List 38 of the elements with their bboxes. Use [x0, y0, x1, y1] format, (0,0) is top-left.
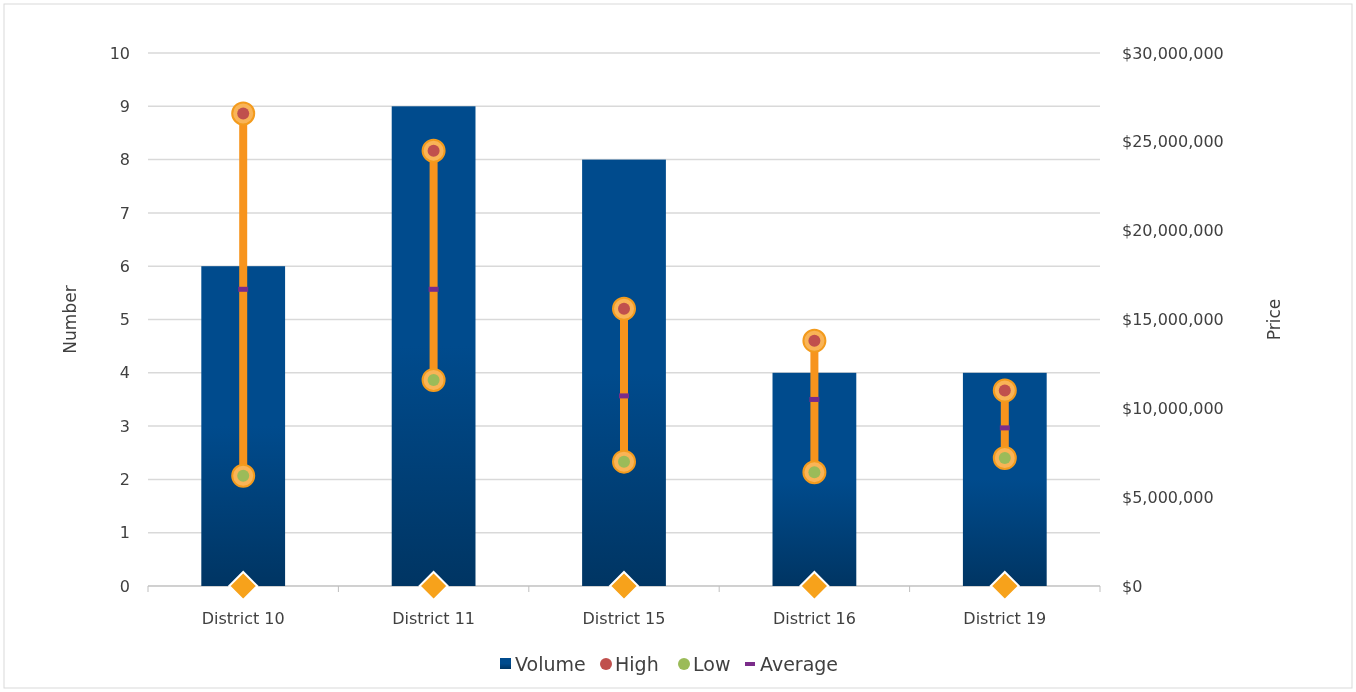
point	[228, 571, 259, 601]
legend-label: High	[615, 652, 659, 675]
legend-label: Low	[693, 652, 731, 675]
y2-axis-title: Price	[1264, 298, 1284, 341]
x-tick-label: District 15	[582, 609, 666, 628]
y-tick-label: 4	[119, 363, 130, 383]
y-tick-label: 6	[119, 256, 130, 276]
y2-tick-label: $0	[1122, 576, 1143, 596]
y-tick-label: 1	[119, 523, 130, 543]
point	[989, 571, 1020, 601]
y-tick-label: 7	[119, 203, 130, 223]
point	[799, 571, 830, 601]
y-tick-label: 0	[119, 576, 130, 596]
y-tick-label: 8	[119, 150, 130, 170]
y2-tick-label: $20,000,000	[1122, 221, 1224, 241]
y-tick-label: 3	[119, 416, 130, 436]
y-tick-label: 10	[109, 43, 130, 63]
legend-label: Average	[760, 652, 839, 675]
y2-tick-label: $10,000,000	[1122, 398, 1224, 418]
y2-tick-label: $25,000,000	[1122, 132, 1224, 152]
point	[418, 571, 449, 601]
y-tick-label: 5	[119, 310, 130, 330]
legend-label: Volume	[515, 652, 586, 675]
x-tick-label: District 16	[772, 609, 856, 628]
point	[609, 571, 639, 601]
y-tick-label: 2	[119, 470, 130, 489]
bar	[582, 159, 666, 586]
x-tick-label: District 10	[201, 609, 285, 628]
x-tick-label: District 19	[963, 609, 1047, 628]
y2-tick-label: $15,000,000	[1122, 310, 1224, 330]
bar	[391, 106, 476, 586]
y-tick-label: 9	[119, 96, 130, 116]
y-axis-title: Number	[60, 285, 80, 354]
y2-tick-label: $30,000,000	[1122, 43, 1224, 63]
y2-tick-label: $5,000,000	[1122, 487, 1214, 507]
bar	[962, 372, 1047, 586]
x-tick-label: District 11	[392, 609, 476, 628]
bar	[772, 372, 857, 586]
